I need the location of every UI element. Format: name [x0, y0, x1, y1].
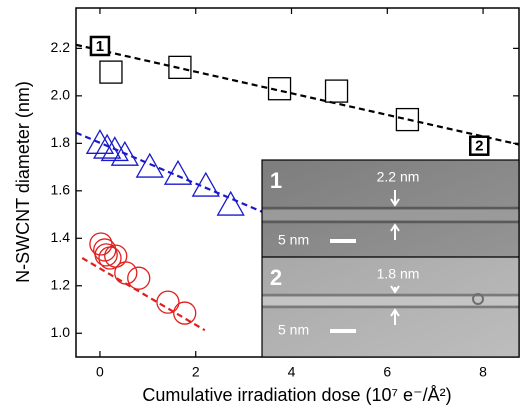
annotation-box — [468, 135, 490, 156]
x-tick-label: 0 — [96, 364, 104, 380]
y-tick-label: 1.2 — [51, 276, 71, 292]
triangle-marker — [85, 129, 115, 154]
square-marker — [267, 77, 292, 101]
triangle-marker — [216, 190, 245, 216]
x-tick-label: 4 — [288, 364, 296, 380]
fit-line — [81, 257, 206, 332]
arrow-down — [390, 285, 400, 294]
arrow-up — [390, 223, 400, 240]
triangle-marker — [135, 152, 164, 178]
circle-marker — [94, 243, 118, 267]
annotation-box — [89, 35, 111, 57]
particle — [472, 293, 484, 305]
inset-panel: 2 1.8 nm 5 nm — [262, 257, 519, 357]
panel-number: 1 — [270, 168, 282, 193]
x-tick-label: 6 — [383, 364, 391, 380]
fit-line — [75, 43, 520, 146]
circle-marker — [156, 290, 180, 314]
tube-core — [262, 210, 519, 220]
scale-bar — [330, 239, 356, 243]
arrow-down — [390, 190, 400, 207]
square-marker — [99, 60, 123, 84]
y-tick-label: 1.8 — [51, 134, 71, 150]
triangle-marker — [110, 140, 139, 166]
y-tick-label: 1.0 — [51, 324, 71, 340]
arrow-up — [390, 308, 400, 325]
diameter-label: 2.2 nm — [377, 169, 420, 185]
square-marker — [395, 107, 420, 132]
x-tick-label: 8 — [479, 364, 487, 380]
scale-label: 5 nm — [278, 232, 309, 248]
y-tick-label: 2.2 — [51, 39, 71, 55]
annotation-label: 2 — [475, 138, 483, 155]
panel-number: 2 — [270, 265, 282, 290]
triangle-marker — [93, 133, 122, 159]
circle-marker — [173, 301, 197, 325]
x-axis-label: Cumulative irradiation dose (10⁷ e⁻/Å²) — [142, 385, 451, 405]
y-axis-label: N-SWCNT diameter (nm) — [13, 81, 33, 283]
diameter-label: 1.8 nm — [377, 266, 420, 282]
inset-frame — [261, 159, 520, 358]
square-marker — [168, 55, 192, 80]
scale-label: 5 nm — [278, 322, 309, 338]
annotation-label: 1 — [96, 38, 104, 55]
circle-marker — [127, 266, 151, 290]
circle-marker — [114, 261, 138, 285]
scale-bar — [330, 329, 356, 333]
inset-panel: 1 2.2 nm 5 nm — [262, 160, 519, 257]
y-tick-label: 1.6 — [51, 182, 71, 198]
x-tick-label: 2 — [192, 364, 200, 380]
y-tick-label: 2.0 — [51, 87, 71, 103]
square-marker — [324, 79, 349, 103]
tube-core — [262, 297, 519, 305]
y-tick-label: 1.4 — [51, 229, 71, 245]
circle-marker — [89, 232, 113, 256]
fit-line — [75, 131, 266, 214]
